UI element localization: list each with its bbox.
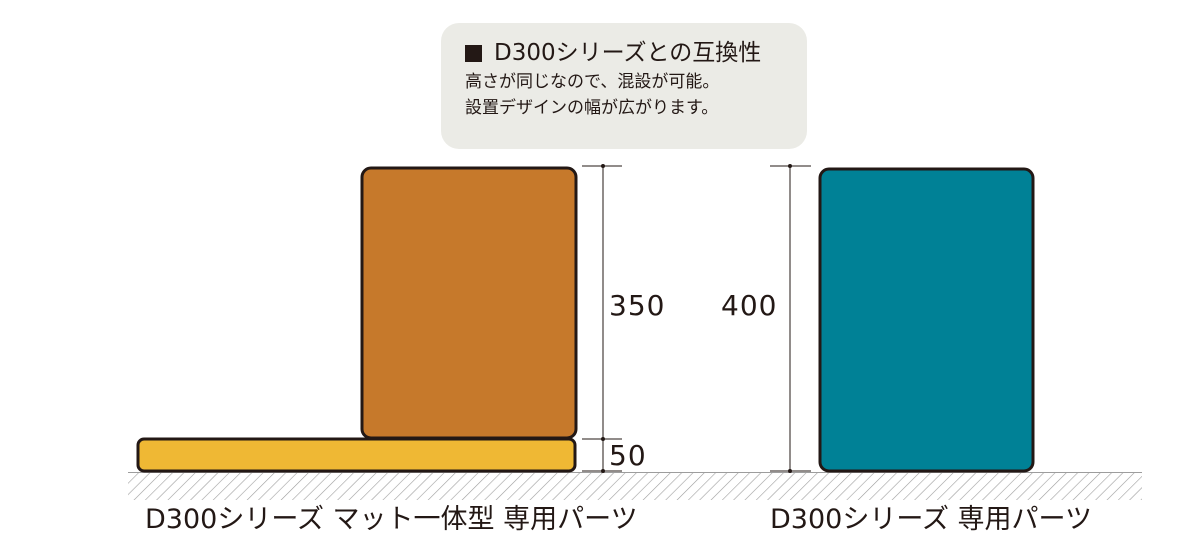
mat-base [136, 437, 577, 473]
right-dim-tick-bottom [788, 469, 792, 473]
callout-title: D300シリーズとの互換性 [494, 40, 762, 66]
callout-line-1: 高さが同じなので、混設が可能。 [465, 72, 720, 92]
right-caption: D300シリーズ 専用パーツ [770, 504, 1093, 535]
callout-title-row: D300シリーズとの互換性 [465, 39, 807, 67]
pole-height-label: 400 [721, 289, 778, 322]
ground-hatch [128, 473, 1142, 500]
right-dim-tick-top [788, 164, 792, 168]
pole-part [818, 167, 1035, 473]
compatibility-callout: D300シリーズとの互換性 高さが同じなので、混設が可能。 設置デザインの幅が広… [441, 23, 807, 149]
square-bullet-icon [465, 44, 482, 62]
block-part [360, 166, 578, 440]
left-dim-tick-bottom [601, 469, 605, 473]
mat-height-label: 50 [609, 439, 647, 472]
callout-line-2: 設置デザインの幅が広がります。 [465, 98, 719, 118]
block-height-label: 350 [609, 289, 666, 322]
left-dim-tick-top [601, 164, 605, 168]
left-caption: D300シリーズ マット一体型 専用パーツ [145, 504, 638, 535]
left-dim-tick-mid [601, 437, 605, 441]
